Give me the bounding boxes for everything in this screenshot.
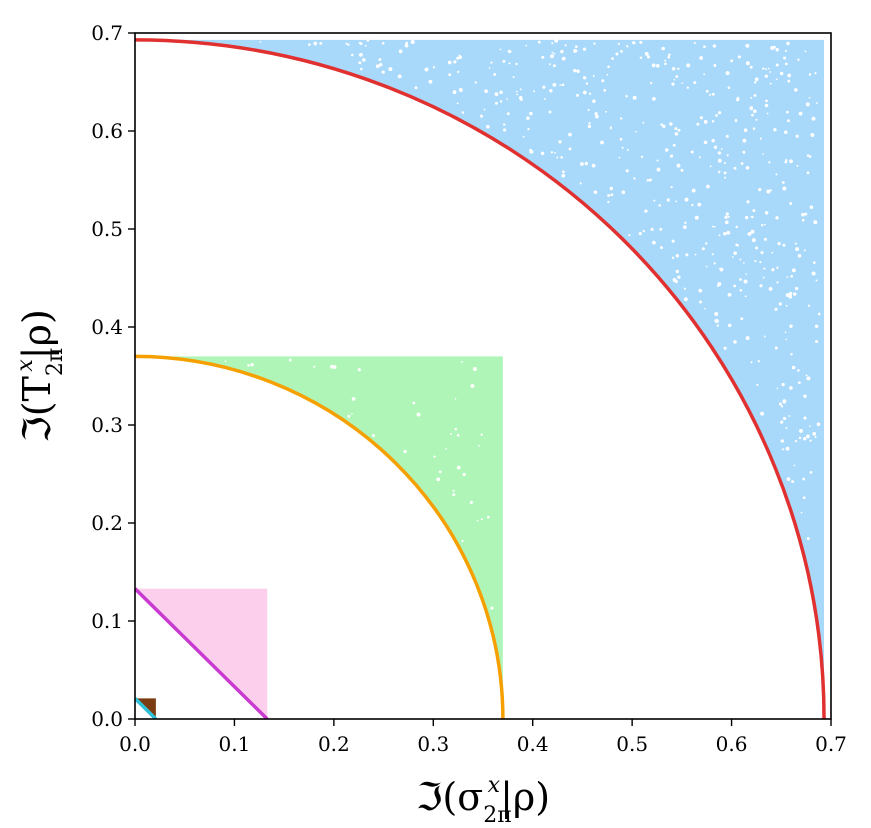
x-tick-label: 0.1	[219, 732, 251, 756]
y-tick-label: 0.5	[91, 217, 123, 241]
region-fill-2	[135, 356, 503, 719]
region-boundary-4	[135, 697, 158, 719]
region-speckle-1	[259, 38, 821, 541]
plot-regions	[135, 38, 826, 719]
region-3	[135, 587, 269, 719]
x-axis-label: ℑ(σ2πx|ρ)	[416, 773, 550, 828]
y-tick-label: 0.6	[91, 119, 123, 143]
x-tick-label: 0.0	[119, 732, 151, 756]
x-tick-label: 0.6	[716, 732, 748, 756]
y-tick-label: 0.2	[91, 511, 123, 535]
region-boundary-3	[135, 587, 269, 719]
axis-ticks: 0.0 0.1 0.2 0.3 0.4 0.5 0.6 0.7 0.0 0.1 0.2 0.3 0.4 0…	[91, 21, 847, 756]
y-axis-label: ℑ(T2πx|ρ)	[13, 309, 68, 443]
region-4	[135, 697, 158, 719]
region-speckle-2	[224, 358, 494, 610]
x-tick-label: 0.4	[517, 732, 549, 756]
x-tick-label: 0.2	[318, 732, 350, 756]
y-tick-label: 0.4	[91, 315, 123, 339]
x-tick-label: 0.7	[815, 732, 847, 756]
region-2	[135, 354, 505, 719]
x-tick-label: 0.5	[616, 732, 648, 756]
y-tick-label: 0.1	[91, 609, 123, 633]
y-tick-label: 0.7	[91, 21, 123, 45]
region-fill-1	[135, 39, 825, 719]
region-boundary-2	[135, 354, 505, 719]
region-1	[135, 38, 826, 719]
plot-frame	[134, 32, 832, 720]
y-tick-label: 0.0	[91, 707, 123, 731]
x-tick-label: 0.3	[417, 732, 449, 756]
region-boundary-1	[135, 38, 826, 719]
y-tick-label: 0.3	[91, 413, 123, 437]
